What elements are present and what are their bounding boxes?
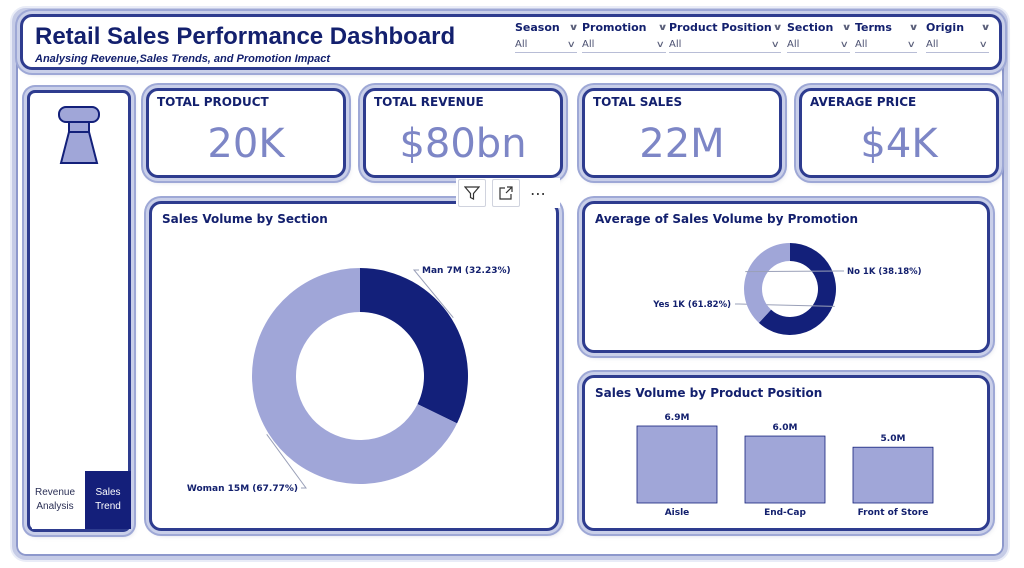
slicer-value: All [787,39,800,50]
slicer-label: Terms [855,21,892,34]
slicer-label: Product Position [669,21,772,34]
kpi-card-total-product: TOTAL PRODUCT 20K [146,88,346,178]
chevron-down-icon[interactable]: ∨ [979,39,989,50]
chart-sales-by-section[interactable]: Man 7M (32.23%) Woman 15M (67.77%) Sales … [149,201,559,531]
chevron-down-icon[interactable]: ∨ [840,39,850,50]
header-bar: Retail Sales Performance Dashboard Analy… [20,14,1002,70]
data-label: Yes 1K (61.82%) [652,300,731,310]
slicer-terms[interactable]: Terms ∨ All ∨ [855,21,919,53]
slicer-label: Section [787,21,834,34]
chevron-down-icon[interactable]: ∨ [771,39,781,50]
chevron-down-icon[interactable]: ∨ [657,22,668,33]
leader-line [735,303,835,307]
chevron-down-icon[interactable]: ∨ [907,39,917,50]
donut-slice-yes[interactable] [758,243,836,335]
side-nav: Revenue Analysis Sales Trend [27,90,131,532]
slicer-product-position[interactable]: Product Position ∨ All ∨ [669,21,783,53]
chevron-down-icon[interactable]: ∨ [568,22,579,33]
data-label: 6.9M [665,413,690,423]
slicer-promotion[interactable]: Promotion ∨ All ∨ [582,21,668,53]
slicer-value: All [926,39,939,50]
data-label: No 1K (38.18%) [847,267,922,277]
chart-title: Average of Sales Volume by Promotion [595,212,858,226]
revenue-analysis-button[interactable]: Revenue Analysis [32,471,78,529]
category-label: Front of Store [858,508,929,518]
page-title: Retail Sales Performance Dashboard [35,23,456,50]
slicer-label: Season [515,21,560,34]
kpi-card-total-sales: TOTAL SALES 22M [582,88,782,178]
slicer-label: Origin [926,21,965,34]
slicer-season[interactable]: Season ∨ All ∨ [515,21,579,53]
focus-mode-icon[interactable] [492,179,520,207]
chevron-down-icon[interactable]: ∨ [980,22,991,33]
chevron-down-icon[interactable]: ∨ [567,39,577,50]
slicer-value: All [855,39,868,50]
leader-line [745,270,844,273]
kpi-value: $80bn [399,121,527,167]
bar-chart-product-position[interactable]: 6.9M Aisle 6.0M End-Cap 5.0M Front of Store [585,378,987,528]
data-label: 6.0M [773,423,798,433]
kpi-title: TOTAL PRODUCT [157,95,269,109]
donut-chart-promotion[interactable]: Yes 1K (61.82%) No 1K (38.18%) [585,204,987,350]
chevron-down-icon[interactable]: ∨ [841,22,852,33]
category-label: Aisle [665,508,690,518]
leader-line [266,433,307,489]
slicer-value: All [515,39,528,50]
slicer-section[interactable]: Section ∨ All ∨ [787,21,852,53]
bar-front-of-store[interactable] [852,446,934,504]
kpi-value: 20K [207,121,285,167]
data-label: Man 7M (32.23%) [422,266,511,276]
donut-chart-section[interactable]: Man 7M (32.23%) Woman 15M (67.77%) [152,204,556,528]
donut-slice-man[interactable] [360,268,468,424]
stool-icon [58,106,100,164]
more-options-icon[interactable]: ⋯ [530,183,547,203]
donut-slice-no[interactable] [744,243,790,323]
chart-sales-by-promotion[interactable]: Yes 1K (61.82%) No 1K (38.18%) Average of… [582,201,990,353]
chevron-down-icon[interactable]: ∨ [908,22,919,33]
sales-trend-button[interactable]: Sales Trend [85,471,131,529]
bar-end-cap[interactable] [744,435,826,504]
kpi-value: $4K [860,121,938,167]
bar-aisle[interactable] [636,425,718,504]
kpi-title: TOTAL SALES [593,95,683,109]
slicer-origin[interactable]: Origin ∨ All ∨ [926,21,991,53]
slicer-value: All [669,39,682,50]
leader-line [412,269,454,319]
filter-icon[interactable] [458,179,486,207]
category-label: End-Cap [764,508,806,518]
chart-title: Sales Volume by Product Position [595,386,823,400]
data-label: 5.0M [881,434,906,444]
chart-sales-by-product-position[interactable]: 6.9M Aisle 6.0M End-Cap 5.0M Front of Store S… [582,375,990,531]
data-label: Woman 15M (67.77%) [187,484,298,494]
slicer-label: Promotion [582,21,647,34]
slicer-value: All [582,39,595,50]
kpi-card-total-revenue: TOTAL REVENUE $80bn [363,88,563,178]
chevron-down-icon[interactable]: ∨ [772,22,783,33]
chevron-down-icon[interactable]: ∨ [656,39,666,50]
kpi-card-average-price: AVERAGE PRICE $4K [799,88,999,178]
visual-toolbar: ⋯ [456,178,560,208]
kpi-title: TOTAL REVENUE [374,95,484,109]
chart-title: Sales Volume by Section [162,212,328,226]
kpi-value: 22M [639,121,725,167]
kpi-title: AVERAGE PRICE [810,95,917,109]
donut-slice-woman[interactable] [251,268,458,484]
page-subtitle: Analysing Revenue,Sales Trends, and Prom… [35,53,331,65]
